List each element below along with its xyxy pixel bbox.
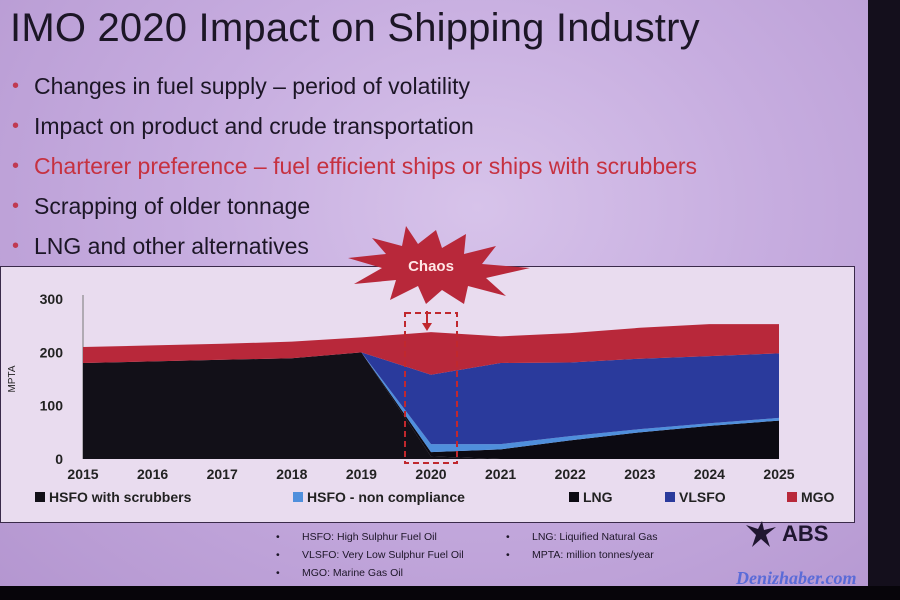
x-tick-label: 2019: [346, 466, 377, 482]
bullet-text: Charterer preference – fuel efficient sh…: [34, 153, 698, 179]
footnote-text: MPTA: million tonnes/year: [532, 549, 654, 561]
bullet-text: Impact on product and crude transportati…: [34, 113, 474, 139]
x-tick-label: 2024: [694, 466, 725, 482]
y-tick-label: 0: [55, 451, 63, 467]
bullet-item: • Scrapping of older tonnage: [12, 186, 697, 226]
y-tick-label: 200: [40, 344, 64, 360]
footnote-text: LNG: Liquified Natural Gas: [532, 531, 658, 543]
fuel-demand-chart: 0 100 200 300 MPTA 2015 2016 2017 2018 2019 2020 20…: [0, 266, 855, 523]
legend-swatch: [665, 492, 675, 502]
footnote-text: HSFO: High Sulphur Fuel Oil: [302, 531, 437, 543]
legend-label: HSFO with scrubbers: [49, 489, 192, 505]
bullet-list: • Changes in fuel supply – period of vola…: [12, 66, 697, 266]
x-tick-label: 2016: [137, 466, 168, 482]
slide: IMO 2020 Impact on Shipping Industry • Ch…: [0, 0, 868, 592]
bullet-item: • Charterer preference – fuel efficient s…: [12, 146, 697, 186]
footnote-bullet-icon: •: [276, 549, 280, 561]
footnote-bullet-icon: •: [276, 531, 280, 543]
abs-logo-text: ABS: [782, 521, 829, 546]
footnote-bullet-icon: •: [506, 549, 510, 561]
bullet-item: • Impact on product and crude transportat…: [12, 106, 697, 146]
bullet-item: • LNG and other alternatives: [12, 226, 697, 266]
area-vlsfo: [83, 352, 779, 445]
footnote: • MGO: Marine Gas Oil: [276, 564, 464, 582]
legend-swatch: [569, 492, 579, 502]
area-mgo: [83, 324, 779, 375]
bullet-text: LNG and other alternatives: [34, 233, 309, 259]
area-hsfo_scrubbers: [83, 352, 779, 459]
area-lng: [83, 352, 779, 459]
chart-svg: 0 100 200 300 MPTA 2015 2016 2017 2018 2019 2020 20…: [7, 291, 835, 505]
legend-swatch: [293, 492, 303, 502]
x-tick-label: 2023: [624, 466, 655, 482]
bullet-dot-icon: •: [12, 195, 20, 217]
legend-label: LNG: [583, 489, 613, 505]
burst-shape: [348, 226, 530, 304]
bullet-item: • Changes in fuel supply – period of vola…: [12, 66, 697, 106]
footnote: • LNG: Liquified Natural Gas: [506, 528, 657, 546]
x-tick-label: 2025: [763, 466, 794, 482]
footnote: • HSFO: High Sulphur Fuel Oil: [276, 528, 464, 546]
legend-swatch: [787, 492, 797, 502]
x-tick-label: 2022: [555, 466, 586, 482]
eagle-icon: [746, 521, 776, 547]
footnotes: • HSFO: High Sulphur Fuel Oil • VLSFO: Ver…: [276, 528, 706, 584]
bullet-dot-icon: •: [12, 155, 20, 177]
footnote: • MPTA: million tonnes/year: [506, 546, 657, 564]
footnote-bullet-icon: •: [276, 567, 280, 579]
footnote-text: MGO: Marine Gas Oil: [302, 567, 403, 579]
watermark: Denizhaber.com: [736, 568, 857, 588]
slide-title: IMO 2020 Impact on Shipping Industry: [10, 6, 700, 50]
chaos-arrow-head: [422, 323, 432, 331]
x-tick-label: 2020: [415, 466, 446, 482]
footnote: • VLSFO: Very Low Sulphur Fuel Oil: [276, 546, 464, 564]
x-tick-label: 2017: [207, 466, 238, 482]
y-tick-label: 100: [40, 398, 64, 414]
legend-label: MGO: [801, 489, 835, 505]
legend-swatch: [35, 492, 45, 502]
abs-logo: ABS: [744, 514, 828, 554]
bullet-dot-icon: •: [12, 235, 20, 257]
bullet-dot-icon: •: [12, 115, 20, 137]
footnotes-right: • LNG: Liquified Natural Gas • MPTA: milli…: [506, 528, 657, 564]
y-axis-label: MPTA: [7, 365, 18, 392]
bullet-text: Scrapping of older tonnage: [34, 193, 311, 219]
footnote-text: VLSFO: Very Low Sulphur Fuel Oil: [302, 549, 464, 561]
chaos-burst-icon: [348, 226, 530, 304]
x-tick-label: 2015: [67, 466, 98, 482]
bullet-text: Changes in fuel supply – period of volat…: [34, 73, 470, 99]
audience-silhouettes: [0, 586, 900, 600]
legend-label: HSFO - non compliance: [307, 489, 465, 505]
bullet-dot-icon: •: [12, 75, 20, 97]
x-tick-label: 2021: [485, 466, 516, 482]
footnote-bullet-icon: •: [506, 531, 510, 543]
legend-label: VLSFO: [679, 489, 726, 505]
chaos-highlight-box: [404, 312, 458, 464]
chaos-callout: Chaos: [408, 258, 454, 275]
footnotes-left: • HSFO: High Sulphur Fuel Oil • VLSFO: Ver…: [276, 528, 464, 582]
x-tick-label: 2018: [276, 466, 307, 482]
y-tick-label: 300: [40, 291, 64, 307]
